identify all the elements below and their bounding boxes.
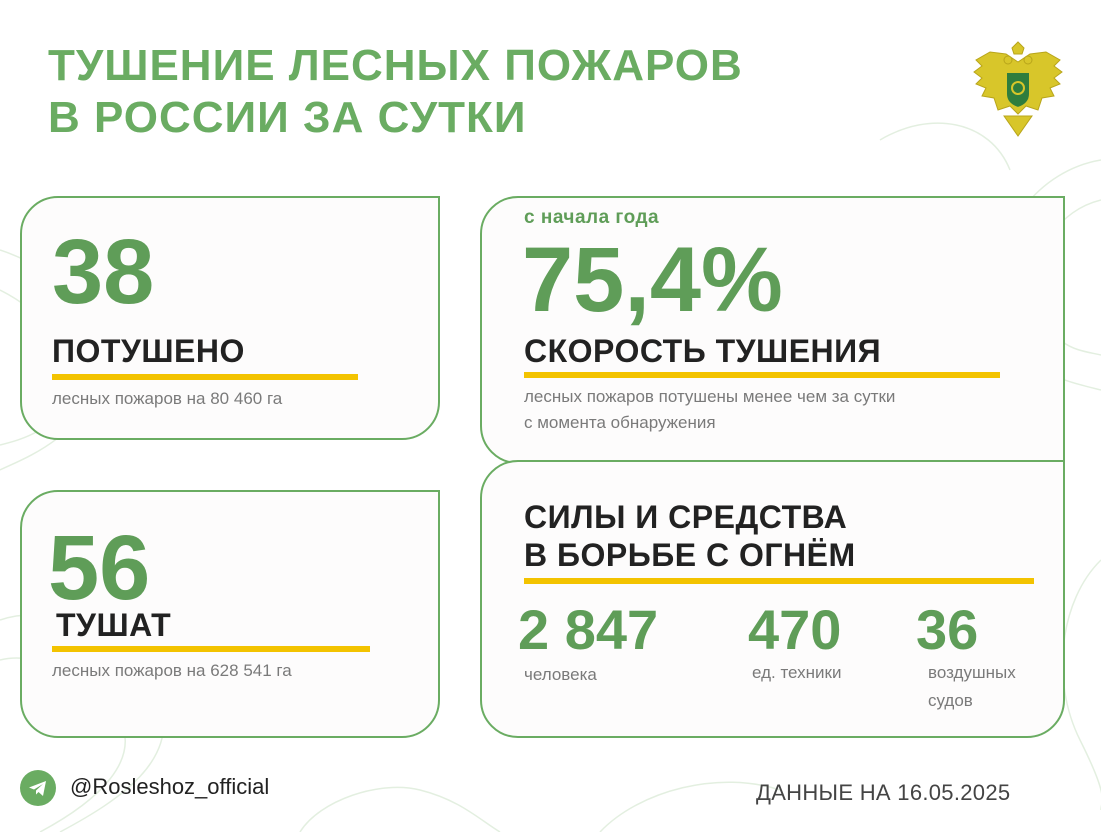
title-line-1: ТУШЕНИЕ ЛЕСНЫХ ПОЖАРОВ [48, 41, 743, 90]
equipment-label: ед. техники [752, 663, 842, 682]
coat-of-arms-emblem [973, 41, 1063, 137]
data-date: ДАННЫЕ НА 16.05.2025 [756, 780, 1011, 805]
social-handle-link[interactable]: @Rosleshoz_official [70, 774, 270, 799]
forces-title-line-1: СИЛЫ И СРЕДСТВА [524, 499, 848, 535]
being-extinguished-card: 56 ТУШАТ лесных пожаров на 628 541 га [20, 490, 440, 738]
aircraft-number: 36 [916, 598, 979, 661]
equipment-number: 470 [748, 598, 842, 661]
forces-title-line-2: В БОРЬБЕ С ОГНЁМ [524, 537, 856, 573]
aircraft-label-line-2: судов [928, 691, 973, 710]
title-line-2: В РОССИИ ЗА СУТКИ [48, 93, 527, 142]
extinguished-underline [52, 374, 358, 380]
speed-caption: с начала года [524, 207, 660, 228]
being-extinguished-number: 56 [48, 517, 151, 619]
extinguishing-speed-card: с начала года 75,4% СКОРОСТЬ ТУШЕНИЯ лес… [480, 196, 1065, 464]
extinguished-card: 38 ПОТУШЕНО лесных пожаров на 80 460 га [20, 196, 440, 440]
speed-underline [524, 372, 1000, 378]
being-extinguished-description: лесных пожаров на 628 541 га [52, 661, 292, 680]
page-title: ТУШЕНИЕ ЛЕСНЫХ ПОЖАРОВ В РОССИИ ЗА СУТКИ [48, 40, 743, 144]
extinguished-number: 38 [52, 221, 155, 323]
speed-description-line-2: с момента обнаружения [524, 413, 716, 432]
extinguished-label: ПОТУШЕНО [52, 333, 245, 369]
people-number: 2 847 [518, 598, 659, 661]
forces-card: СИЛЫ И СРЕДСТВА В БОРЬБЕ С ОГНЁМ 2 847 ч… [480, 460, 1065, 738]
people-label: человека [524, 665, 597, 684]
extinguished-description: лесных пожаров на 80 460 га [52, 389, 283, 408]
forces-underline [524, 578, 1034, 584]
being-extinguished-underline [52, 646, 370, 652]
telegram-icon[interactable] [20, 770, 56, 806]
speed-label: СКОРОСТЬ ТУШЕНИЯ [524, 333, 882, 369]
aircraft-label-line-1: воздушных [928, 663, 1016, 682]
speed-description-line-1: лесных пожаров потушены менее чем за сут… [524, 387, 896, 406]
being-extinguished-label: ТУШАТ [56, 607, 172, 643]
speed-number: 75,4% [522, 229, 783, 331]
